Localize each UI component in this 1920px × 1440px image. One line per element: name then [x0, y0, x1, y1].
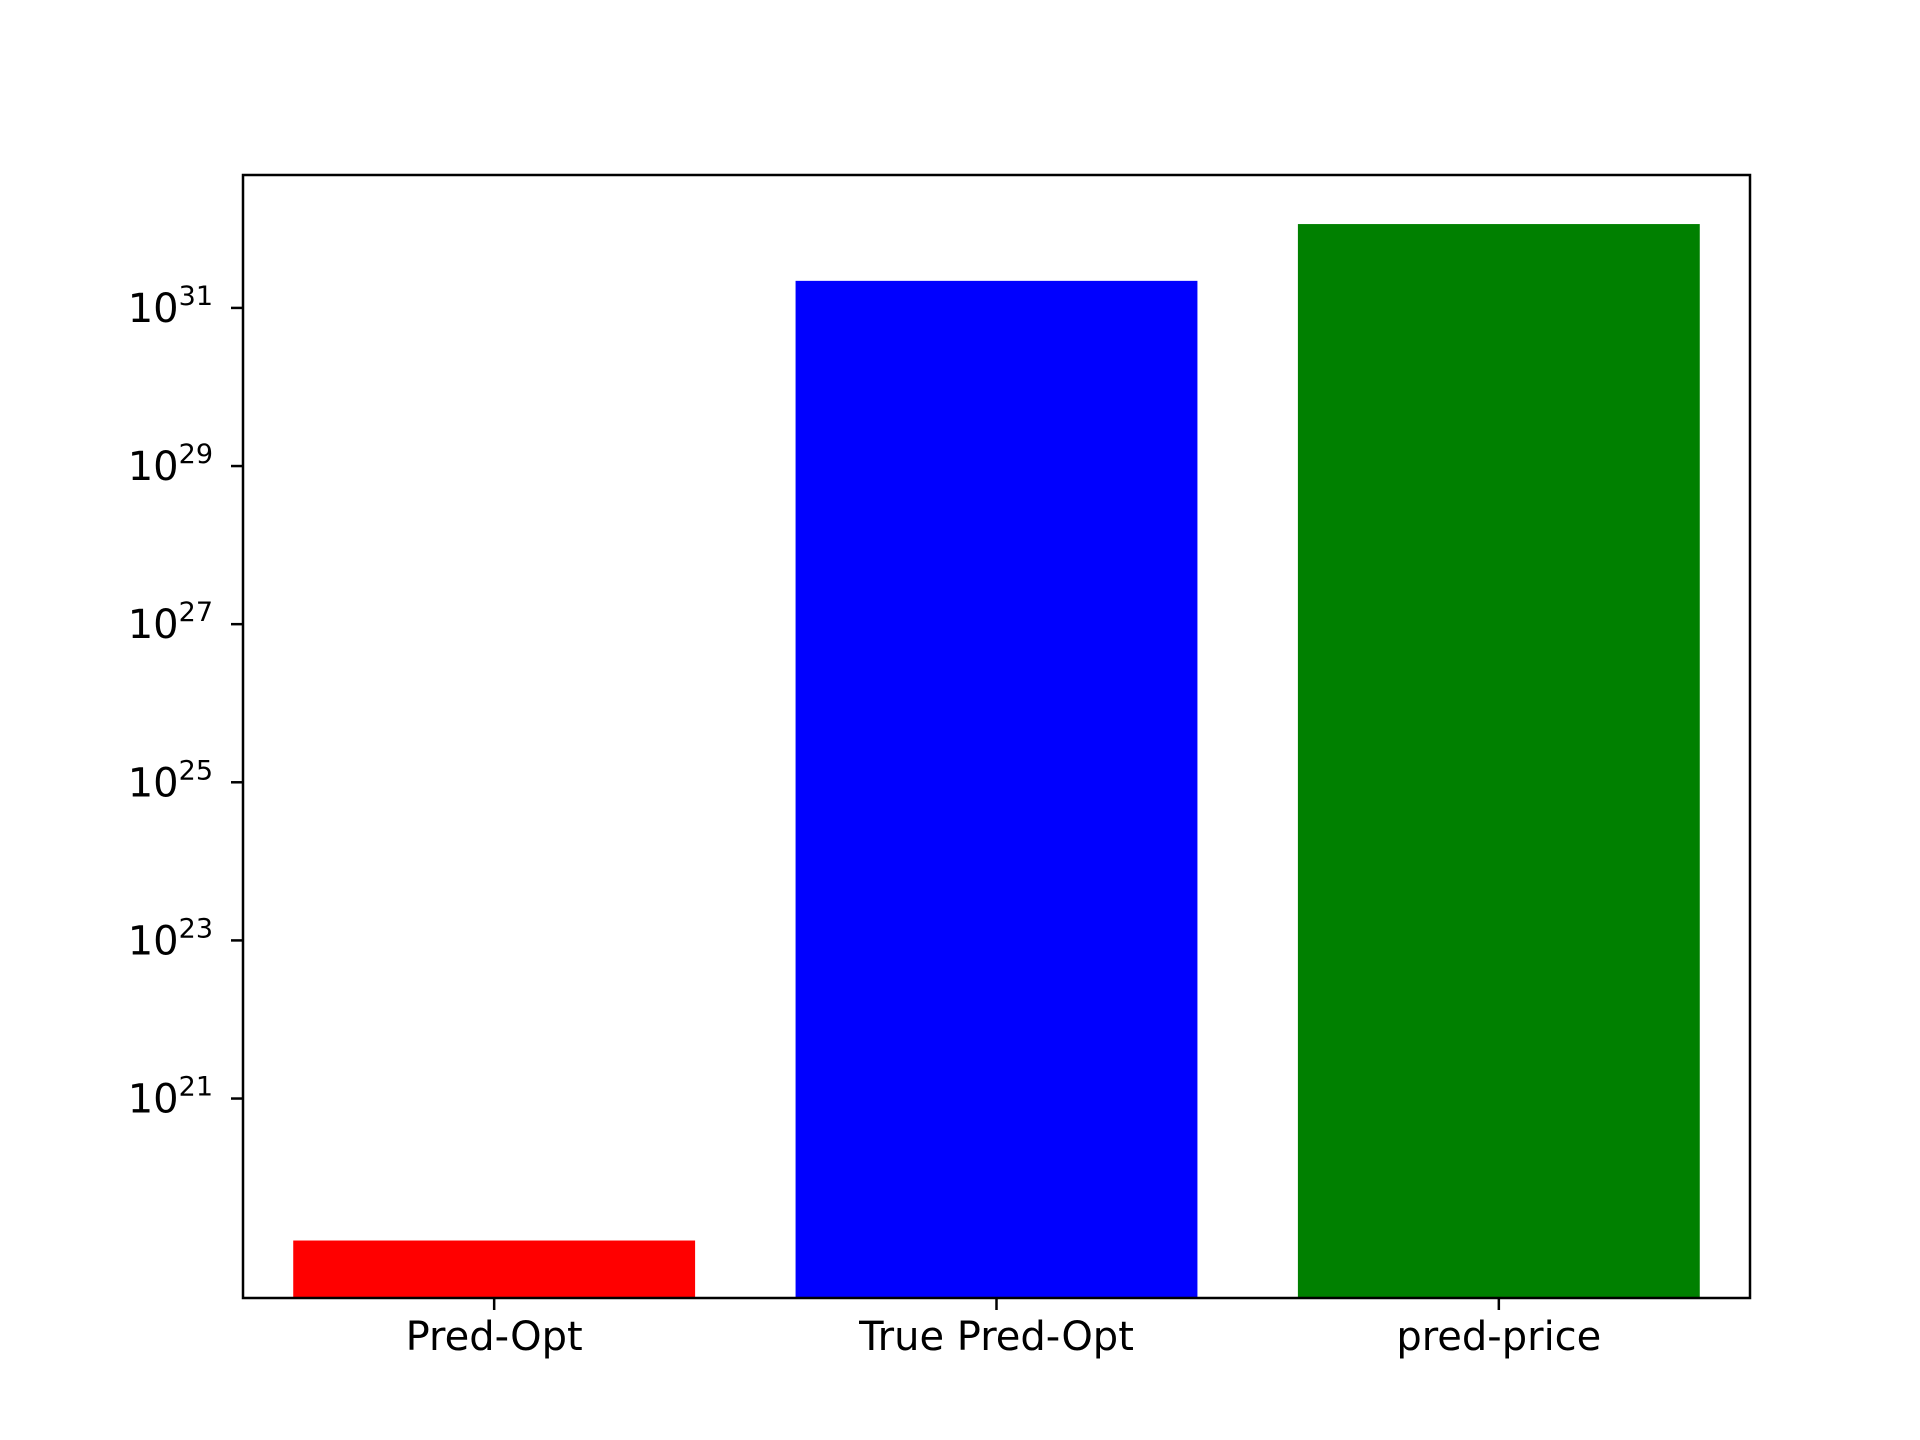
x-tick-label-true-pred-opt: True Pred-Opt	[858, 1314, 1134, 1360]
y-tick-label-31: 1031	[128, 281, 213, 332]
y-tick-base: 10	[128, 286, 179, 332]
y-tick-base: 10	[128, 602, 179, 648]
bar-true-pred-opt	[795, 280, 1198, 1298]
y-tick-label-29: 1029	[128, 439, 213, 490]
plot-frame	[241, 173, 1752, 1300]
y-tick-label-23: 1023	[128, 913, 213, 964]
y-tick-exponent: 25	[179, 755, 213, 786]
x-tick-label-pred-opt: Pred-Opt	[406, 1314, 583, 1360]
y-tick-base: 10	[128, 760, 179, 806]
y-tick-exponent: 23	[179, 913, 213, 944]
bars-group	[293, 224, 1700, 1298]
y-tick-label-21: 1021	[128, 1072, 213, 1123]
bar-pred-price	[1297, 224, 1700, 1298]
y-tick-base: 10	[128, 1077, 179, 1123]
bar-pred-opt	[293, 1240, 696, 1298]
y-tick-label-25: 1025	[128, 755, 213, 806]
y-tick-exponent: 27	[179, 597, 213, 628]
x-tick-label-pred-price: pred-price	[1396, 1314, 1601, 1360]
y-tick-exponent: 31	[179, 281, 213, 312]
y-tick-base: 10	[128, 444, 179, 490]
y-tick-label-27: 1027	[128, 597, 213, 648]
y-tick-exponent: 21	[179, 1072, 213, 1103]
y-tick-base: 10	[128, 918, 179, 964]
x-axis: Pred-Opt True Pred-Opt pred-price	[406, 1298, 1601, 1360]
y-tick-exponent: 29	[179, 439, 213, 470]
